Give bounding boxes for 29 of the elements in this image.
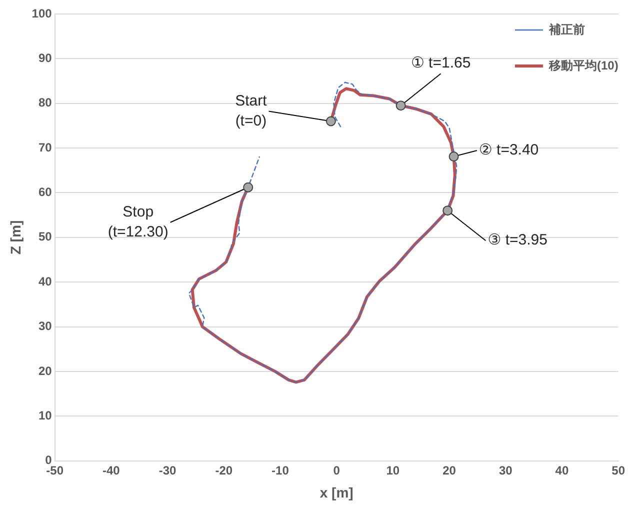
- y-axis-title: Z [m]: [7, 220, 24, 255]
- x-tick-label: -30: [158, 463, 177, 478]
- x-tick-label: -40: [102, 463, 120, 478]
- legend-label: 移動平均(10): [548, 58, 618, 72]
- x-axis-title: x [m]: [320, 484, 354, 500]
- x-tick-label: -10: [272, 463, 290, 478]
- x-tick-label: 10: [386, 463, 400, 478]
- annotation: Start (t=0): [235, 92, 268, 130]
- annotation: ① t=1.65: [410, 54, 471, 72]
- y-tick-label: 90: [38, 50, 52, 65]
- y-tick-label: 100: [32, 6, 52, 20]
- x-tick-label: 50: [612, 463, 626, 478]
- y-tick-label: 10: [38, 408, 52, 422]
- y-tick-label: 40: [38, 274, 52, 288]
- x-tick-label: 20: [442, 463, 456, 478]
- x-tick-label: 30: [498, 463, 513, 478]
- y-tick-label: 20: [38, 364, 52, 378]
- x-tick-label: 0: [333, 463, 340, 478]
- x-tick-label: -20: [215, 463, 233, 478]
- annotation: Stop (t=12.30): [108, 204, 168, 240]
- annotation: ③ t=3.95: [488, 232, 548, 249]
- y-tick-label: 50: [38, 230, 52, 244]
- y-tick-label: 80: [38, 96, 52, 110]
- annotation: ② t=3.40: [478, 142, 539, 159]
- y-tick-label: 70: [38, 140, 52, 154]
- y-tick-label: 60: [38, 185, 52, 200]
- y-tick-label: 30: [38, 319, 52, 334]
- legend-label: 補正前: [548, 22, 585, 36]
- x-tick-label: 40: [555, 463, 569, 478]
